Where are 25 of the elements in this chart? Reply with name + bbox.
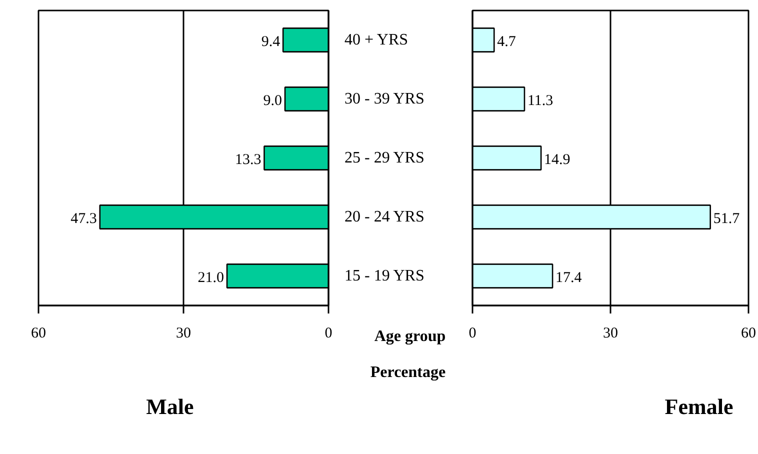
text: Male <box>146 393 194 421</box>
x-tick-label: 30 <box>176 326 191 342</box>
y-tick-label: 25 - 29 YRS <box>344 150 424 166</box>
data-label: 13.3 <box>234 152 262 168</box>
x-tick-label: 0 <box>324 326 332 342</box>
x-tick-label: 0 <box>468 326 476 342</box>
data-label: 11.3 <box>527 93 554 109</box>
data-label: 51.7 <box>713 211 740 227</box>
x-tick-label: 60 <box>741 326 756 342</box>
y-axis-title: Age group <box>374 327 446 347</box>
data-label: 9.4 <box>261 34 281 50</box>
data-label: 21.0 <box>198 270 224 286</box>
data-label: 14.9 <box>544 152 570 168</box>
data-label: 17.4 <box>556 270 582 286</box>
text: Female <box>664 393 734 421</box>
y-tick-label: 40 + YRS <box>344 32 408 48</box>
x-tick-label: 30 <box>603 326 618 342</box>
y-tick-label: 30 - 39 YRS <box>344 90 424 108</box>
y-tick-label: 20 - 24 YRS <box>344 208 424 226</box>
x-tick-label: 60 <box>31 326 46 342</box>
data-label: 47.3 <box>70 211 97 227</box>
x-axis-title: Percentage <box>370 363 446 383</box>
y-tick-label: 15 - 19 YRS <box>344 268 424 284</box>
data-label: 4.7 <box>497 34 516 50</box>
data-label: 9.0 <box>263 93 282 109</box>
